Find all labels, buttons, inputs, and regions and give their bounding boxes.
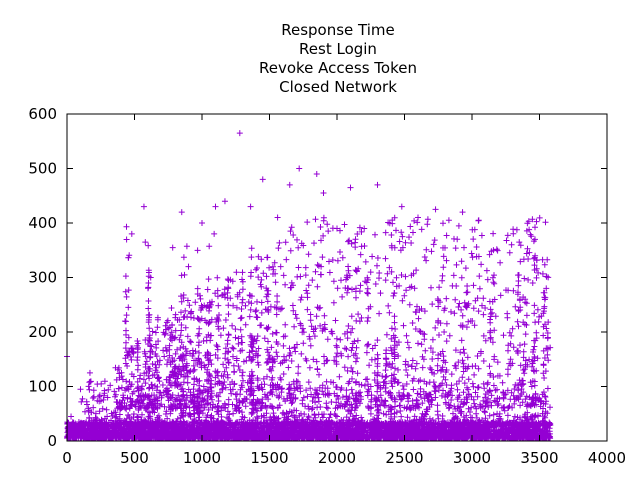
y-tick-label: 300: [28, 269, 57, 287]
y-tick-label: 600: [28, 105, 57, 123]
data-point: [296, 165, 303, 172]
y-tick-label: 0: [47, 432, 57, 450]
data-point: [286, 181, 293, 188]
data-point: [320, 190, 327, 197]
axes: 0 500 1000 1500 2000 2500 3000 3500 4000 0 100 200 3…: [28, 105, 626, 467]
title-line: Rest Login: [299, 40, 377, 58]
x-tick-label: 1500: [250, 449, 288, 467]
data-point: [459, 209, 466, 216]
data-point: [147, 274, 154, 281]
data-point: [415, 214, 421, 221]
x-tick-label: 0: [62, 449, 72, 467]
data-point: [68, 413, 75, 420]
data-points: [64, 130, 554, 442]
data-point: [374, 181, 381, 188]
data-point: [178, 209, 185, 216]
chart-title: Response Time Rest Login Revoke Access T…: [259, 21, 417, 96]
data-point: [274, 214, 281, 221]
x-tick-label: 4000: [588, 449, 626, 467]
x-tick-label: 2000: [318, 449, 356, 467]
data-point: [313, 170, 320, 177]
data-point: [543, 285, 550, 292]
y-tick-label: 200: [28, 323, 57, 341]
data-point: [529, 279, 536, 286]
data-point: [432, 206, 439, 213]
x-tick-label: 3000: [453, 449, 491, 467]
data-point: [211, 230, 218, 237]
data-point: [185, 263, 192, 270]
title-line: Closed Network: [279, 78, 397, 96]
data-point: [475, 217, 482, 224]
y-tick-label: 100: [28, 378, 57, 396]
data-point: [247, 203, 254, 210]
x-tick-label: 2500: [385, 449, 423, 467]
data-point: [122, 318, 129, 325]
data-point: [347, 184, 354, 191]
point-cloud: [64, 214, 554, 442]
data-point: [516, 239, 523, 246]
data-point: [259, 176, 266, 183]
data-point: [236, 130, 243, 137]
data-point: [398, 203, 405, 210]
title-line: Revoke Access Token: [259, 59, 417, 77]
data-point: [221, 198, 228, 205]
x-tick-label: 500: [120, 449, 149, 467]
x-tick-label: 3500: [520, 449, 558, 467]
title-line: Response Time: [281, 21, 395, 39]
data-point: [199, 220, 205, 226]
x-tick-label: 1000: [183, 449, 221, 467]
data-point: [128, 230, 135, 237]
data-point: [142, 239, 149, 246]
data-point: [77, 386, 84, 393]
y-tick-label: 400: [28, 214, 57, 232]
data-point: [212, 203, 219, 210]
data-point: [334, 225, 340, 232]
data-point: [86, 369, 93, 376]
data-point: [166, 342, 173, 349]
data-point: [140, 203, 147, 210]
y-tick-label: 500: [28, 160, 57, 178]
